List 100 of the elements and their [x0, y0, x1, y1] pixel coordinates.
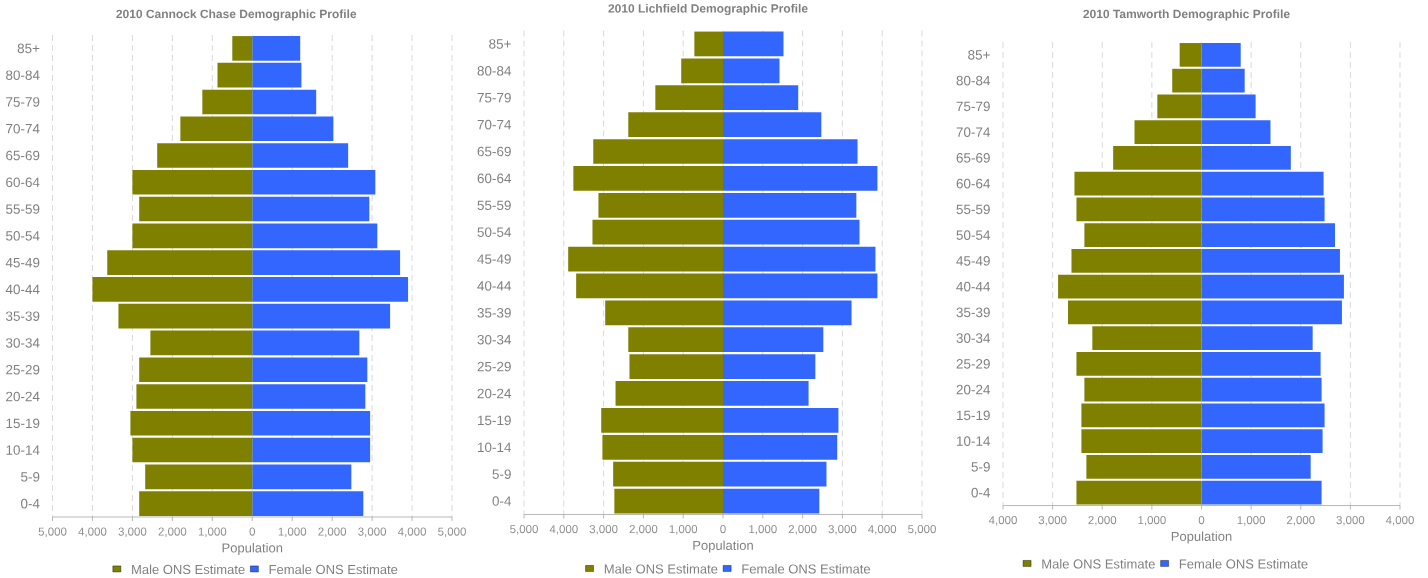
bar: [107, 250, 253, 275]
y-tick-label: 55-59: [5, 204, 40, 214]
bar: [252, 410, 371, 436]
bar: [1201, 326, 1313, 350]
x-tick-label: 3,000: [1336, 516, 1365, 526]
bar: [723, 58, 780, 84]
bar: [232, 36, 253, 61]
bar: [723, 273, 878, 299]
bar: [1201, 68, 1245, 93]
x-tick-label: 3,000: [118, 527, 147, 538]
y-tick-label: 80-84: [477, 66, 512, 76]
bar: [1071, 249, 1202, 273]
bar: [723, 192, 857, 218]
bar: [139, 491, 253, 516]
y-tick-label: 85+: [17, 43, 40, 54]
bar: [723, 166, 878, 191]
bar: [1074, 171, 1202, 196]
x-tick-label: 0: [720, 525, 726, 534]
y-tick-label: 25-29: [6, 364, 40, 375]
bar: [723, 112, 822, 137]
bar: [132, 223, 253, 249]
bar: [136, 384, 253, 409]
y-tick-label: 20-24: [956, 384, 991, 395]
x-tick-label: 5,000: [38, 527, 67, 538]
bar: [145, 464, 253, 490]
bar: [1201, 197, 1325, 222]
legend-label: Female ONS Estimate: [269, 564, 398, 575]
x-tick-label: 4,000: [78, 527, 107, 538]
bar: [1113, 146, 1202, 170]
bar: [1084, 377, 1202, 402]
x-tick-label: 5,000: [510, 525, 538, 535]
x-tick-label: 4,000: [988, 516, 1017, 526]
bar: [139, 357, 253, 383]
x-tick-label: 3,000: [358, 527, 387, 538]
bar: [655, 85, 723, 111]
bar: [252, 384, 366, 409]
bar: [1201, 223, 1335, 247]
y-tick-label: 50-54: [477, 227, 512, 237]
x-axis-title: Population: [222, 542, 283, 556]
bar: [1092, 326, 1202, 350]
y-tick-label: 55-59: [477, 200, 511, 211]
x-tick-label: 5,000: [908, 525, 936, 535]
x-tick-label: 3,000: [828, 525, 857, 535]
bar: [1201, 249, 1340, 273]
bar: [1076, 197, 1202, 222]
y-tick-label: 5-9: [492, 469, 511, 479]
y-tick-label: 40-44: [5, 284, 40, 295]
x-tick-label: 4,000: [1385, 516, 1414, 526]
bar: [1201, 480, 1322, 505]
bar: [602, 434, 723, 460]
bar: [132, 169, 253, 195]
x-tick-label: 1,000: [278, 527, 307, 538]
y-tick-label: 45-49: [956, 256, 990, 266]
y-tick-label: 10-14: [477, 442, 512, 453]
x-tick-label: 1,000: [749, 525, 777, 535]
x-tick-label: 4,000: [397, 527, 426, 538]
bar: [615, 381, 723, 406]
bar: [252, 464, 352, 490]
legend-label: Female ONS Estimate: [742, 564, 871, 574]
bar: [1134, 120, 1202, 144]
legend-label: Male ONS Estimate: [132, 564, 245, 575]
bar: [1179, 43, 1202, 67]
chart-title: 2010 Tamworth Demographic Profile: [1083, 9, 1290, 21]
bar: [723, 488, 820, 514]
y-tick-label: 35-39: [956, 307, 990, 318]
bar: [252, 250, 401, 275]
y-tick-label: 35-39: [477, 308, 511, 318]
x-tick-label: 2,000: [629, 525, 658, 535]
bar: [723, 381, 809, 406]
x-axis-title: Population: [693, 540, 753, 553]
bar: [252, 223, 378, 249]
x-tick-label: 1,000: [669, 525, 698, 535]
bar: [1201, 171, 1324, 196]
bar: [92, 277, 253, 302]
y-tick-label: 70-74: [477, 119, 512, 130]
y-tick-label: 75-79: [477, 92, 511, 103]
bar: [1201, 146, 1291, 170]
y-tick-label: 35-39: [5, 311, 40, 321]
bar: [601, 408, 723, 433]
bar: [252, 357, 368, 383]
bar: [118, 303, 253, 329]
bar: [1201, 377, 1322, 402]
bar: [1201, 403, 1325, 428]
y-tick-label: 25-29: [956, 359, 990, 369]
y-tick-label: 40-44: [477, 281, 512, 291]
bar: [1172, 68, 1202, 93]
bar: [1201, 352, 1321, 376]
y-tick-label: 75-79: [6, 97, 40, 107]
y-tick-label: 60-64: [477, 173, 512, 184]
x-tick-label: 4,000: [549, 525, 578, 535]
y-tick-label: 0-4: [971, 487, 991, 498]
bar: [723, 461, 827, 487]
bar: [132, 437, 253, 463]
bar: [723, 327, 824, 353]
bar: [576, 273, 723, 299]
bar: [723, 219, 860, 245]
bar: [252, 89, 317, 115]
bar: [1084, 223, 1202, 247]
bar: [252, 330, 360, 356]
chart-title: 2010 Cannock Chase Demographic Profile: [116, 9, 357, 21]
